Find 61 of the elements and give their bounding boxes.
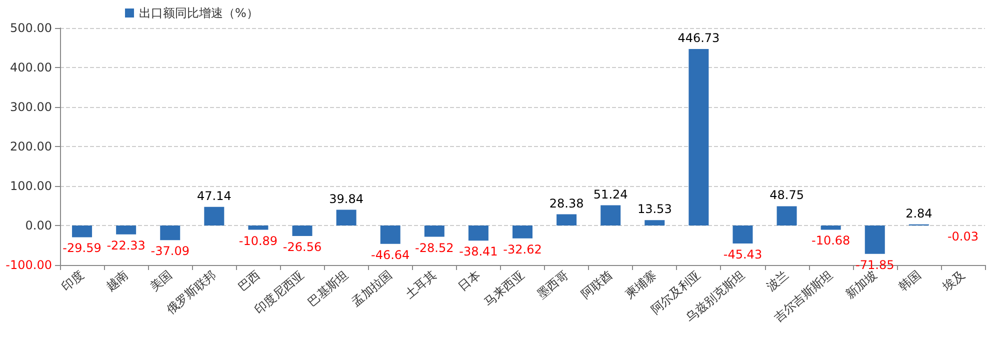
bar [336, 210, 356, 226]
data-label: 13.53 [637, 202, 672, 216]
x-tick-label: 埃及 [939, 268, 968, 294]
bar [248, 226, 268, 230]
data-label: 2.84 [906, 206, 932, 220]
x-tick-label: 日本 [456, 268, 483, 294]
bar [72, 226, 92, 238]
bar [116, 226, 136, 234]
data-label: -29.59 [62, 241, 102, 256]
bar [688, 49, 709, 226]
data-label: -38.41 [459, 244, 498, 259]
x-tick-label: 美国 [147, 268, 175, 294]
data-label: 51.24 [593, 187, 628, 202]
bar [644, 220, 665, 226]
data-label: 446.73 [678, 31, 720, 46]
x-tick-label: 巴基斯坦 [305, 268, 351, 310]
data-label: -22.33 [106, 238, 146, 252]
bar [776, 206, 797, 226]
bar [512, 226, 532, 238]
bar [468, 226, 488, 241]
bar [600, 205, 621, 226]
data-label: -26.56 [282, 240, 322, 254]
y-tick-label: 100.00 [10, 179, 52, 193]
x-tick-label: 波兰 [764, 268, 792, 294]
data-label: 47.14 [196, 188, 232, 203]
x-tick-label: 土耳其 [402, 268, 439, 302]
data-label: -32.62 [503, 242, 542, 256]
legend-label: 出口额同比增速（%） [139, 6, 258, 20]
data-label: -28.52 [415, 240, 454, 255]
x-tick-label: 阿联酋 [578, 268, 616, 302]
bar [160, 226, 180, 240]
data-label: -10.89 [238, 234, 278, 248]
bar [732, 226, 753, 244]
y-tick-label: 200.00 [10, 140, 52, 154]
bar [204, 206, 224, 226]
y-tick-label: 300.00 [10, 100, 52, 114]
data-label: -37.09 [150, 244, 190, 258]
data-label: 39.84 [329, 192, 364, 206]
data-label: -45.43 [723, 247, 762, 262]
x-tick-label: 孟加拉国 [349, 268, 395, 310]
y-tick-label: 400.00 [10, 60, 52, 74]
y-tick-label: -100.00 [6, 258, 52, 272]
bar [556, 214, 577, 226]
bar [864, 226, 885, 254]
x-tick-label: 墨西哥 [534, 268, 572, 302]
data-label: 28.38 [549, 196, 584, 210]
x-tick-label: 印度 [59, 268, 87, 294]
x-tick-label: 巴西 [235, 268, 263, 294]
bar [820, 226, 841, 230]
bar [424, 226, 444, 237]
data-label: -46.64 [371, 248, 410, 262]
x-tick-label: 韩国 [896, 268, 924, 294]
bar [380, 226, 400, 244]
data-label: -0.03 [947, 230, 979, 244]
x-tick-label: 越南 [103, 268, 131, 294]
y-tick-label: 500.00 [10, 21, 52, 35]
x-tick-label: 马来西亚 [481, 268, 527, 310]
data-label: 48.75 [770, 188, 804, 202]
data-label: -10.68 [811, 234, 850, 248]
y-tick-label: 0.00 [25, 218, 52, 232]
bar [292, 226, 312, 236]
